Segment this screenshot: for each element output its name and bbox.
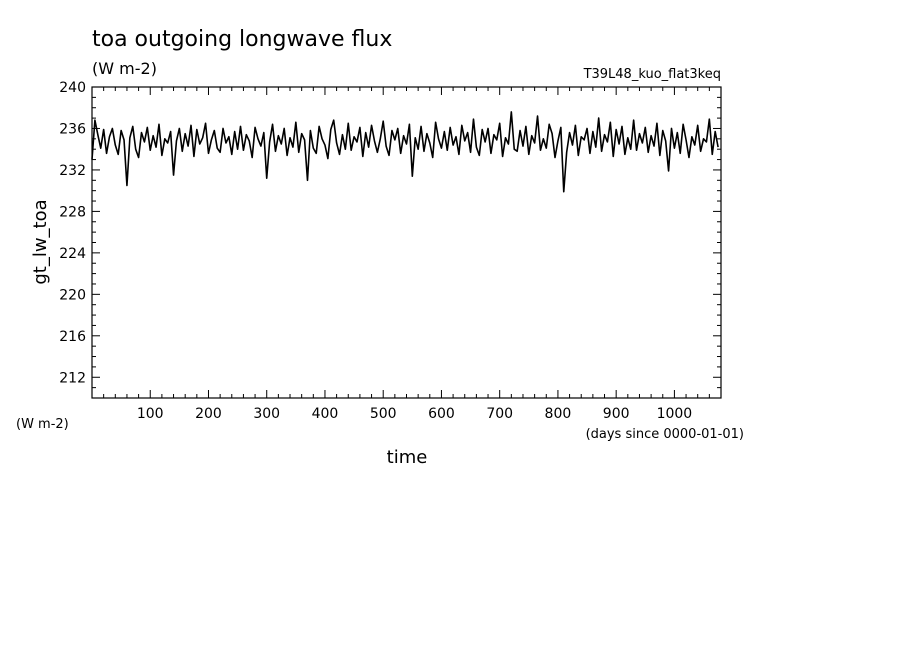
y-tick-label: 236 bbox=[59, 121, 86, 137]
run-label: T39L48_kuo_flat3keq bbox=[583, 67, 721, 82]
chart-subtitle: (W m-2) bbox=[92, 59, 157, 78]
y-axis-title: gt_lw_toa bbox=[30, 199, 51, 284]
y-unit-label: (W m-2) bbox=[16, 417, 69, 432]
y-tick-label: 240 bbox=[59, 80, 86, 96]
y-tick-label: 212 bbox=[59, 370, 86, 386]
x-axis-ticks bbox=[103, 87, 710, 398]
y-tick-label: 228 bbox=[59, 204, 86, 220]
plot-frame bbox=[91, 86, 722, 399]
series-line bbox=[91, 111, 719, 193]
y-tick-label: 220 bbox=[59, 287, 86, 303]
y-axis-tick-labels: 212 216 220 224 228 232 236 240 bbox=[59, 80, 86, 386]
x-tick-label: 300 bbox=[253, 406, 280, 422]
x-axis-title: time bbox=[387, 447, 428, 468]
y-tick-label: 216 bbox=[59, 329, 86, 345]
x-axis-tick-labels: 100 200 300 400 500 600 700 800 900 1000 bbox=[137, 406, 692, 422]
x-tick-label: 700 bbox=[486, 406, 513, 422]
y-axis-ticks bbox=[92, 96, 721, 389]
y-tick-label: 232 bbox=[59, 163, 86, 179]
x-tick-label: 100 bbox=[137, 406, 164, 422]
x-tick-label: 500 bbox=[370, 406, 397, 422]
x-tick-label: 1000 bbox=[657, 406, 693, 422]
x-tick-label: 900 bbox=[603, 406, 630, 422]
y-tick-label: 224 bbox=[59, 246, 86, 262]
x-tick-label: 200 bbox=[195, 406, 222, 422]
x-unit-label: (days since 0000-01-01) bbox=[586, 427, 744, 442]
chart-title: toa outgoing longwave flux bbox=[92, 27, 392, 52]
x-tick-label: 600 bbox=[428, 406, 455, 422]
x-tick-label: 800 bbox=[545, 406, 572, 422]
x-tick-label: 400 bbox=[312, 406, 339, 422]
